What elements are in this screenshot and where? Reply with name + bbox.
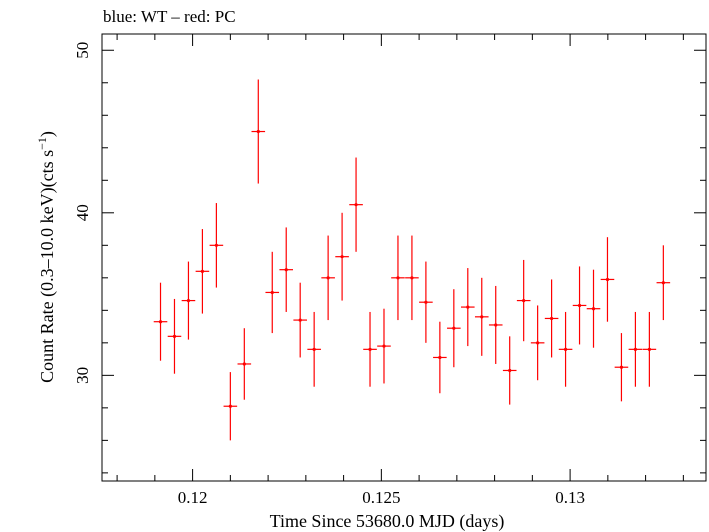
data-point (642, 311, 657, 387)
point-marker (214, 243, 218, 247)
data-point (167, 298, 182, 374)
point-marker (563, 347, 568, 351)
data-point (530, 305, 545, 381)
y-axis-label-superscript: −1 (35, 137, 49, 150)
data-point (209, 203, 224, 288)
data-point (461, 268, 475, 347)
data-point (321, 235, 335, 321)
point-marker (284, 268, 288, 272)
data-point (307, 311, 321, 387)
point-marker (186, 298, 191, 303)
data-point (251, 79, 266, 184)
point-marker (326, 276, 330, 280)
point-marker (410, 276, 414, 280)
data-point (572, 266, 587, 345)
point-marker (438, 355, 442, 360)
data-point (614, 333, 629, 402)
data-point (433, 321, 447, 394)
y-tick-label: 40 (73, 204, 92, 221)
point-marker (452, 326, 456, 330)
point-marker (550, 316, 554, 321)
data-point (377, 308, 391, 384)
point-marker (256, 129, 260, 134)
data-point (628, 311, 643, 387)
point-marker (200, 269, 205, 273)
point-marker (619, 365, 624, 369)
point-marker (340, 255, 344, 259)
data-point (363, 311, 377, 387)
data-point (153, 282, 168, 361)
point-marker (172, 334, 177, 338)
data-point (544, 279, 559, 358)
axis-ticks (102, 34, 706, 481)
data-point (600, 237, 615, 322)
y-axis-label-main: Count Rate (0.3–10.0 keV)(cts s (37, 150, 58, 383)
data-point (474, 277, 489, 356)
x-tick-label: 0.125 (362, 488, 400, 507)
chart-title: blue: WT – red: PC (103, 7, 236, 26)
x-axis-label: Time Since 53680.0 MJD (days) (270, 511, 505, 532)
point-marker (466, 305, 470, 309)
data-point (223, 372, 238, 441)
data-point (195, 229, 210, 314)
point-marker (354, 203, 358, 207)
point-marker (494, 323, 498, 327)
data-point (293, 282, 307, 358)
data-point (391, 235, 405, 321)
plot-frame (101, 33, 707, 482)
y-axis-label-end: ) (37, 131, 58, 137)
point-marker (536, 341, 540, 345)
x-tick-label: 0.12 (178, 488, 208, 507)
y-tick-label: 30 (73, 367, 92, 384)
point-marker (480, 315, 484, 319)
data-point (447, 289, 461, 368)
point-marker (158, 320, 163, 324)
point-marker (298, 318, 302, 322)
point-marker (312, 347, 316, 351)
data-point (419, 261, 433, 343)
data-point (237, 328, 252, 400)
y-axis-label: Count Rate (0.3–10.0 keV)(cts s−1) (35, 131, 58, 383)
point-marker (424, 300, 428, 304)
x-tick-label: 0.13 (555, 488, 585, 507)
point-marker (508, 368, 512, 373)
y-tick-label: 50 (73, 42, 92, 59)
tick-labels: 0.12 0.125 0.13 30 40 50 (73, 42, 585, 507)
point-marker (633, 347, 638, 351)
data-point (265, 251, 280, 334)
data-point (586, 269, 601, 348)
point-marker (522, 298, 526, 303)
data-point (335, 212, 349, 301)
data-point (656, 245, 671, 321)
data-point (181, 261, 196, 340)
point-marker (242, 362, 246, 366)
point-marker (577, 303, 582, 308)
point-marker (228, 404, 232, 408)
point-marker (368, 347, 372, 351)
point-marker (647, 347, 651, 351)
data-point (279, 227, 294, 312)
data-point (558, 311, 573, 387)
data-points (153, 79, 671, 441)
point-marker (661, 281, 665, 285)
point-marker (591, 307, 596, 311)
data-point (502, 336, 517, 405)
point-marker (382, 344, 386, 348)
point-marker (396, 276, 400, 280)
point-marker (605, 277, 610, 282)
data-point (405, 235, 419, 321)
point-marker (270, 290, 274, 295)
data-point (349, 157, 363, 252)
data-point (488, 285, 503, 364)
data-point (516, 259, 531, 342)
